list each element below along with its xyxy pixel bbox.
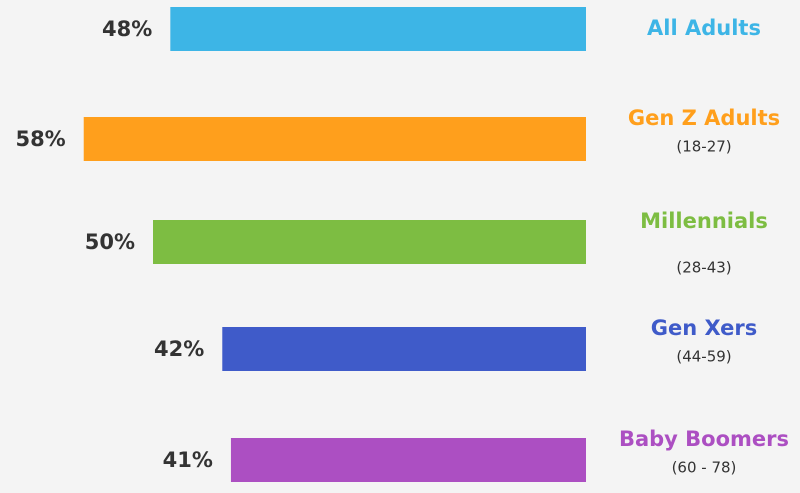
category-label: All Adults bbox=[647, 16, 761, 40]
bar bbox=[230, 438, 586, 482]
category-subtitle: (44-59) bbox=[676, 348, 731, 366]
value-label: 41% bbox=[163, 448, 213, 472]
value-label: 50% bbox=[85, 230, 135, 254]
bar bbox=[153, 220, 586, 264]
category-label: Baby Boomers bbox=[619, 427, 789, 451]
category-label: Gen Xers bbox=[651, 316, 757, 340]
category-subtitle: (18-27) bbox=[676, 138, 731, 156]
category-subtitle: (60 - 78) bbox=[672, 459, 737, 477]
value-label: 48% bbox=[102, 17, 152, 41]
bar bbox=[83, 117, 586, 161]
bar bbox=[222, 327, 586, 371]
bar bbox=[170, 7, 586, 51]
category-subtitle: (28-43) bbox=[676, 259, 731, 277]
category-label: Millennials bbox=[640, 209, 768, 233]
value-label: 58% bbox=[15, 127, 65, 151]
value-label: 42% bbox=[154, 337, 204, 361]
category-label: Gen Z Adults bbox=[628, 106, 780, 130]
